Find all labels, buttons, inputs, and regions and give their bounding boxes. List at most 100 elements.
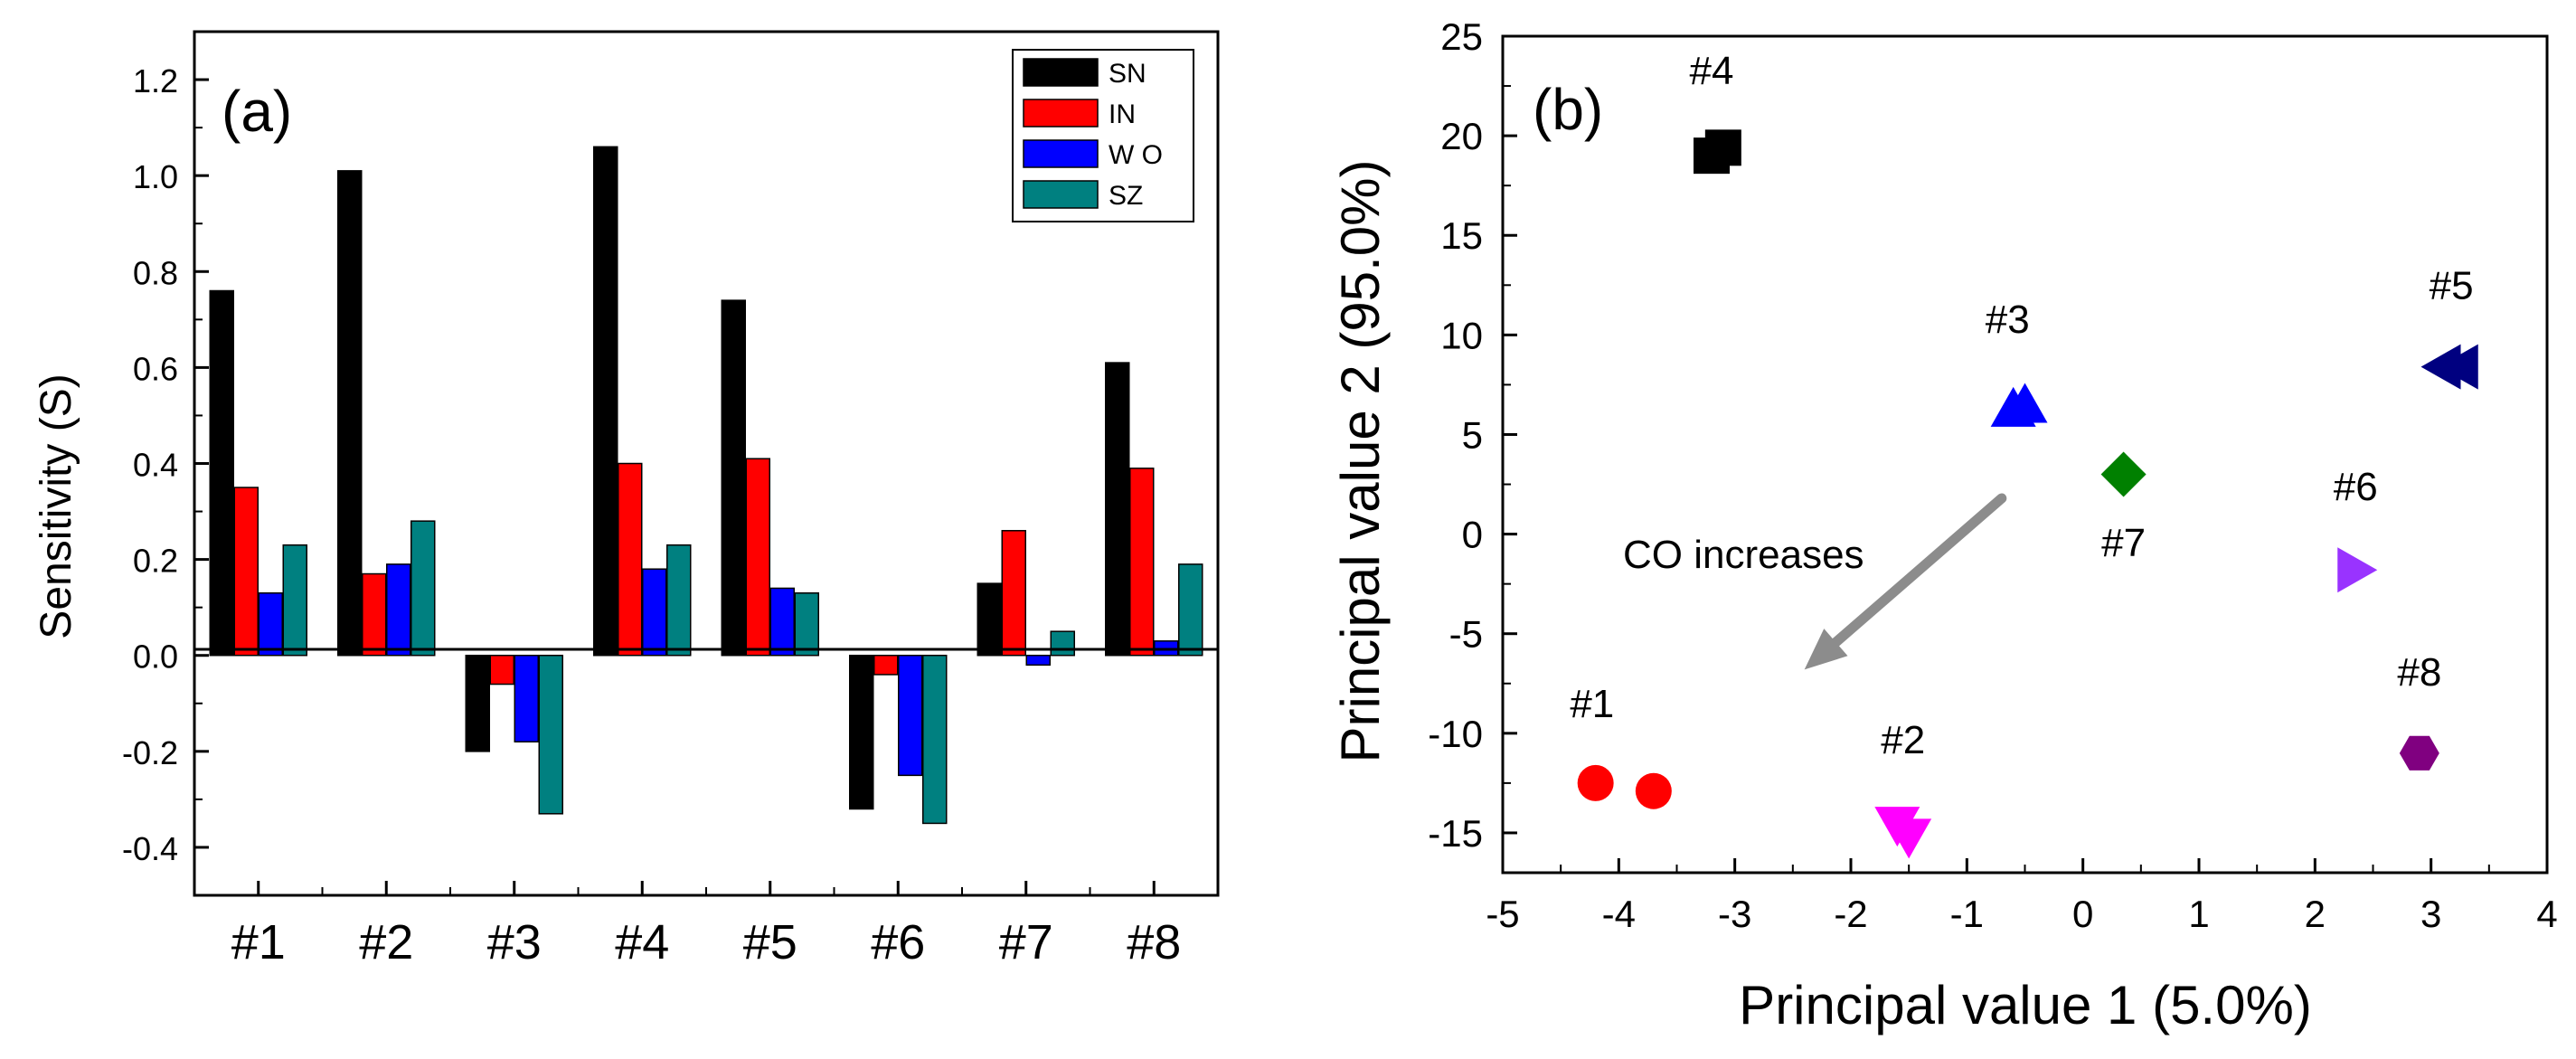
y-tick-label-a: 1.0	[133, 158, 178, 195]
bar-wo	[898, 654, 923, 777]
bar-in	[873, 654, 899, 676]
y-tick-label-a: 1.2	[133, 62, 178, 99]
y-tick-label-b: -5	[1449, 613, 1483, 656]
x-tick-label-b: -4	[1602, 893, 1636, 935]
point-hexagon	[2399, 735, 2439, 771]
bar-sn	[209, 289, 234, 657]
legend: SN IN W O SZ	[1012, 49, 1194, 222]
point-label: #4	[1690, 49, 1734, 93]
y-tick-label-a: -0.2	[122, 734, 178, 771]
category-label: #2	[359, 915, 413, 969]
y-axis-title-b: Principal value 2 (95.0%)	[1330, 159, 1391, 762]
bar-sn	[465, 654, 490, 752]
point-triangle-up	[2002, 383, 2048, 423]
point-circle	[1577, 764, 1614, 801]
bar-in	[1001, 530, 1026, 657]
point-triangle-right	[2337, 547, 2378, 593]
y-tick-label-b: 0	[1462, 514, 1483, 556]
bar-sn	[1105, 362, 1130, 657]
point-label: #1	[1570, 682, 1614, 726]
x-tick-label-b: 3	[2420, 893, 2441, 935]
legend-label: SZ	[1109, 181, 1143, 211]
x-tick-label-b: 0	[2072, 893, 2093, 935]
bar-sz	[794, 592, 819, 657]
x-tick-label-b: -5	[1486, 893, 1519, 935]
trend-arrow-head	[1804, 629, 1848, 670]
bar-wo	[386, 563, 411, 657]
bar-in	[745, 458, 770, 657]
legend-swatch	[1023, 180, 1099, 209]
point-label: #2	[1881, 718, 1925, 762]
bar-sz	[666, 544, 692, 657]
category-label: #4	[615, 915, 669, 969]
y-tick-label-a: 0.0	[133, 638, 178, 676]
legend-swatch	[1023, 99, 1099, 128]
bar-wo	[1025, 654, 1051, 667]
bar-sn	[721, 299, 746, 657]
co-increases-annotation: CO increases	[1623, 533, 1864, 577]
bar-wo	[769, 587, 795, 657]
category-label: #5	[743, 915, 797, 969]
y-tick-label-b: -15	[1428, 812, 1483, 855]
bar-chart-frame	[193, 30, 1220, 897]
bar-sn	[337, 170, 363, 657]
y-tick-label-b: 25	[1440, 15, 1483, 58]
y-tick-label-a: -0.4	[122, 830, 178, 867]
x-tick-label-b: 1	[2188, 893, 2209, 935]
category-label: #3	[487, 915, 542, 969]
trend-arrow-shaft	[1830, 493, 2007, 648]
category-label: #1	[231, 915, 286, 969]
bar-sz	[1050, 630, 1075, 657]
bar-sz	[282, 544, 307, 657]
category-label: #7	[999, 915, 1053, 969]
bar-wo	[642, 568, 667, 657]
x-axis-title-b: Principal value 1 (5.0%)	[1739, 975, 2312, 1035]
point-diamond	[2100, 451, 2147, 497]
x-tick-label-b: -3	[1718, 893, 1751, 935]
scatter-frame	[1501, 34, 2549, 875]
bar-sn	[593, 146, 618, 657]
x-tick-label-b: 2	[2305, 893, 2326, 935]
y-tick-label-b: 10	[1440, 314, 1483, 356]
bar-wo	[514, 654, 539, 742]
y-tick-label-b: -10	[1428, 713, 1483, 755]
bar-in	[1129, 468, 1155, 657]
bar-sn	[977, 582, 1002, 657]
legend-label: IN	[1109, 99, 1136, 129]
bar-sz	[410, 520, 436, 657]
panel-label-b: (b)	[1533, 77, 1603, 142]
bar-in	[618, 462, 643, 657]
y-tick-label-b: 15	[1440, 214, 1483, 257]
point-label: #5	[2430, 264, 2474, 308]
panel-label-a: (a)	[222, 79, 292, 144]
x-tick-label-b: -1	[1950, 893, 1984, 935]
category-label: #6	[871, 915, 925, 969]
y-tick-label-a: 0.8	[133, 254, 178, 291]
y-tick-label-a: 0.2	[133, 543, 178, 580]
bar-sn	[849, 654, 874, 810]
bar-in	[233, 487, 259, 657]
y-axis-title-a: Sensitivity (S)	[33, 373, 80, 638]
category-label: #8	[1127, 915, 1181, 969]
bar-sz	[922, 654, 948, 825]
x-tick-label-b: -2	[1834, 893, 1867, 935]
bar-in	[362, 572, 387, 657]
point-label: #7	[2101, 521, 2146, 565]
point-label: #6	[2334, 465, 2378, 509]
y-tick-label-a: 0.4	[133, 447, 178, 484]
point-label: #3	[1986, 298, 2030, 342]
legend-label: SN	[1109, 59, 1146, 89]
y-tick-label-a: 0.6	[133, 350, 178, 387]
bar-sz	[1178, 563, 1203, 657]
point-triangle-left	[2438, 344, 2478, 390]
bar-chart-panel: -0.4 -0.2 0.0 0.2 0.4 0.6 0.8 1.0 1.2 #1 #2 #3 #4 #5…	[33, 30, 1220, 969]
point-circle	[1635, 772, 1672, 809]
legend-swatch	[1023, 139, 1099, 168]
bar-wo	[258, 592, 283, 657]
point-triangle-down	[1886, 818, 1932, 859]
y-tick-label-b: 20	[1440, 115, 1483, 157]
point-square	[1704, 129, 1741, 166]
x-tick-label-b: 4	[2536, 893, 2557, 935]
point-label: #8	[2397, 650, 2441, 695]
